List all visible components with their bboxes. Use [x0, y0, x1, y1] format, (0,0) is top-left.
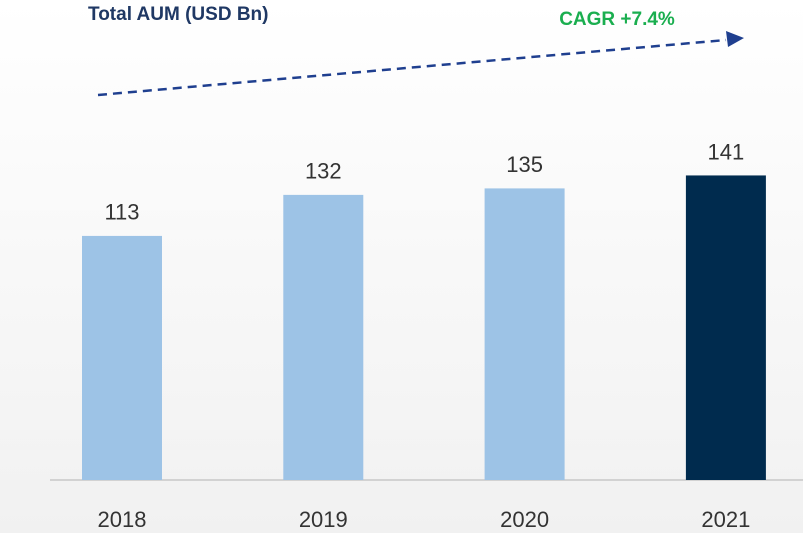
arrow-head	[726, 31, 744, 47]
x-tick-label: 2020	[500, 507, 549, 532]
x-tick-label: 2021	[701, 507, 750, 532]
bar	[484, 188, 565, 480]
cagr-annotation: CAGR +7.4%	[559, 9, 675, 30]
bar	[82, 235, 162, 480]
x-tick-label: 2018	[98, 507, 147, 532]
chart-title: Total AUM (USD Bn)	[88, 4, 268, 25]
value-label: 113	[104, 200, 139, 225]
value-label: 132	[305, 159, 342, 184]
value-label: 135	[506, 152, 543, 177]
bar	[283, 194, 364, 480]
bar	[685, 175, 766, 480]
trend-arrow	[97, 38, 727, 97]
value-label: 141	[708, 139, 745, 164]
x-tick-label: 2019	[299, 507, 348, 532]
